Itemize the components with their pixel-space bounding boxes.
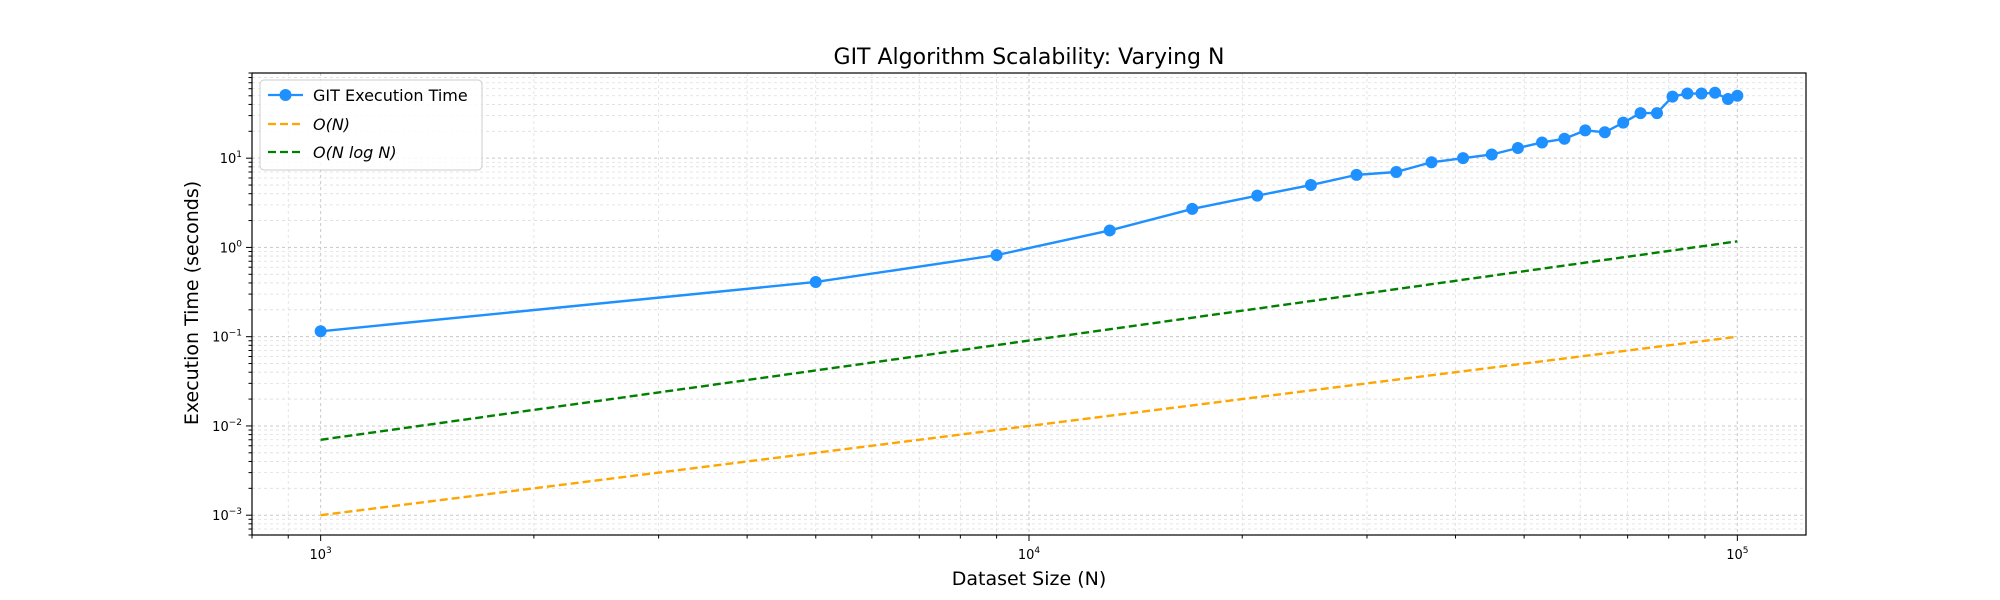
legend-marker-git: [279, 89, 292, 101]
series-git-execution-time: [314, 86, 1744, 338]
series-line-o-n: [320, 335, 1738, 517]
y-tick-base: 10: [212, 509, 229, 524]
y-tick-base: 10: [212, 420, 229, 435]
y-tick-label: 10−2: [212, 418, 242, 435]
legend-entry-on: O(N): [268, 115, 350, 134]
y-tick-base: 10: [220, 241, 237, 256]
y-tick-exponent: −3: [229, 507, 242, 517]
x-tick-label: 105: [1726, 546, 1748, 563]
x-tick-exponent: 5: [1743, 546, 1749, 556]
legend-box: [259, 79, 483, 171]
y-tick-label: 10−3: [212, 507, 242, 524]
data-point: [1536, 136, 1549, 149]
plot-area: [314, 86, 1744, 517]
y-tick-exponent: 0: [236, 239, 242, 249]
legend-entry-git: GIT Execution Time: [268, 86, 468, 105]
y-tick-label: 10−1: [212, 329, 242, 346]
data-point: [1558, 132, 1571, 145]
data-point: [1709, 86, 1722, 99]
data-point: [1598, 126, 1611, 139]
y-tick-label: 100: [220, 239, 243, 256]
data-point: [1390, 166, 1403, 178]
y-tick-label: 101: [220, 150, 242, 167]
chart-title: GIT Algorithm Scalability: Varying N: [834, 45, 1225, 70]
series-o-n: [320, 335, 1738, 517]
y-tick-exponent: −2: [229, 418, 242, 428]
series-line-o-n-log-n: [320, 240, 1738, 441]
data-point: [1103, 224, 1116, 237]
x-tick-label: 104: [1018, 546, 1041, 563]
x-tick-base: 10: [1018, 548, 1035, 563]
data-point: [1457, 152, 1470, 165]
data-point: [1425, 156, 1438, 169]
data-point: [1666, 90, 1679, 103]
y-tick-exponent: 1: [236, 150, 242, 160]
legend-label-git: GIT Execution Time: [313, 86, 468, 105]
data-point: [990, 249, 1003, 262]
y-tick-base: 10: [220, 152, 237, 167]
x-axis-label: Dataset Size (N): [952, 568, 1107, 590]
data-point: [1350, 168, 1363, 181]
data-point: [1511, 142, 1524, 154]
y-axis-label: Execution Time (seconds): [181, 181, 203, 425]
series-o-n-log-n: [320, 240, 1738, 441]
data-point: [1186, 202, 1199, 215]
data-point: [1731, 89, 1744, 102]
data-point: [314, 325, 327, 338]
y-tick-exponent: −1: [229, 329, 242, 339]
data-point: [1650, 107, 1663, 120]
data-point: [1695, 87, 1708, 100]
x-tick-label: 103: [310, 546, 332, 563]
data-point: [1251, 189, 1264, 202]
data-point: [1579, 124, 1592, 137]
data-point: [1721, 93, 1734, 106]
data-point: [1304, 179, 1317, 192]
legend-label-on: O(N): [313, 115, 350, 134]
x-tick-exponent: 3: [326, 546, 332, 556]
legend-entry-onlogn: O(N log N): [268, 143, 397, 162]
x-tick-exponent: 4: [1034, 546, 1040, 556]
x-axis: 103 104 105: [251, 535, 1748, 563]
data-point: [809, 275, 822, 288]
data-point: [1634, 107, 1647, 120]
x-tick-base: 10: [310, 548, 327, 563]
legend: GIT Execution Time O(N) O(N log N): [259, 79, 483, 171]
data-point: [1617, 116, 1630, 129]
data-point: [1485, 148, 1498, 161]
legend-label-onlogn: O(N log N): [313, 143, 397, 162]
y-tick-base: 10: [212, 331, 229, 346]
x-tick-base: 10: [1726, 548, 1743, 563]
data-point: [1681, 87, 1694, 100]
